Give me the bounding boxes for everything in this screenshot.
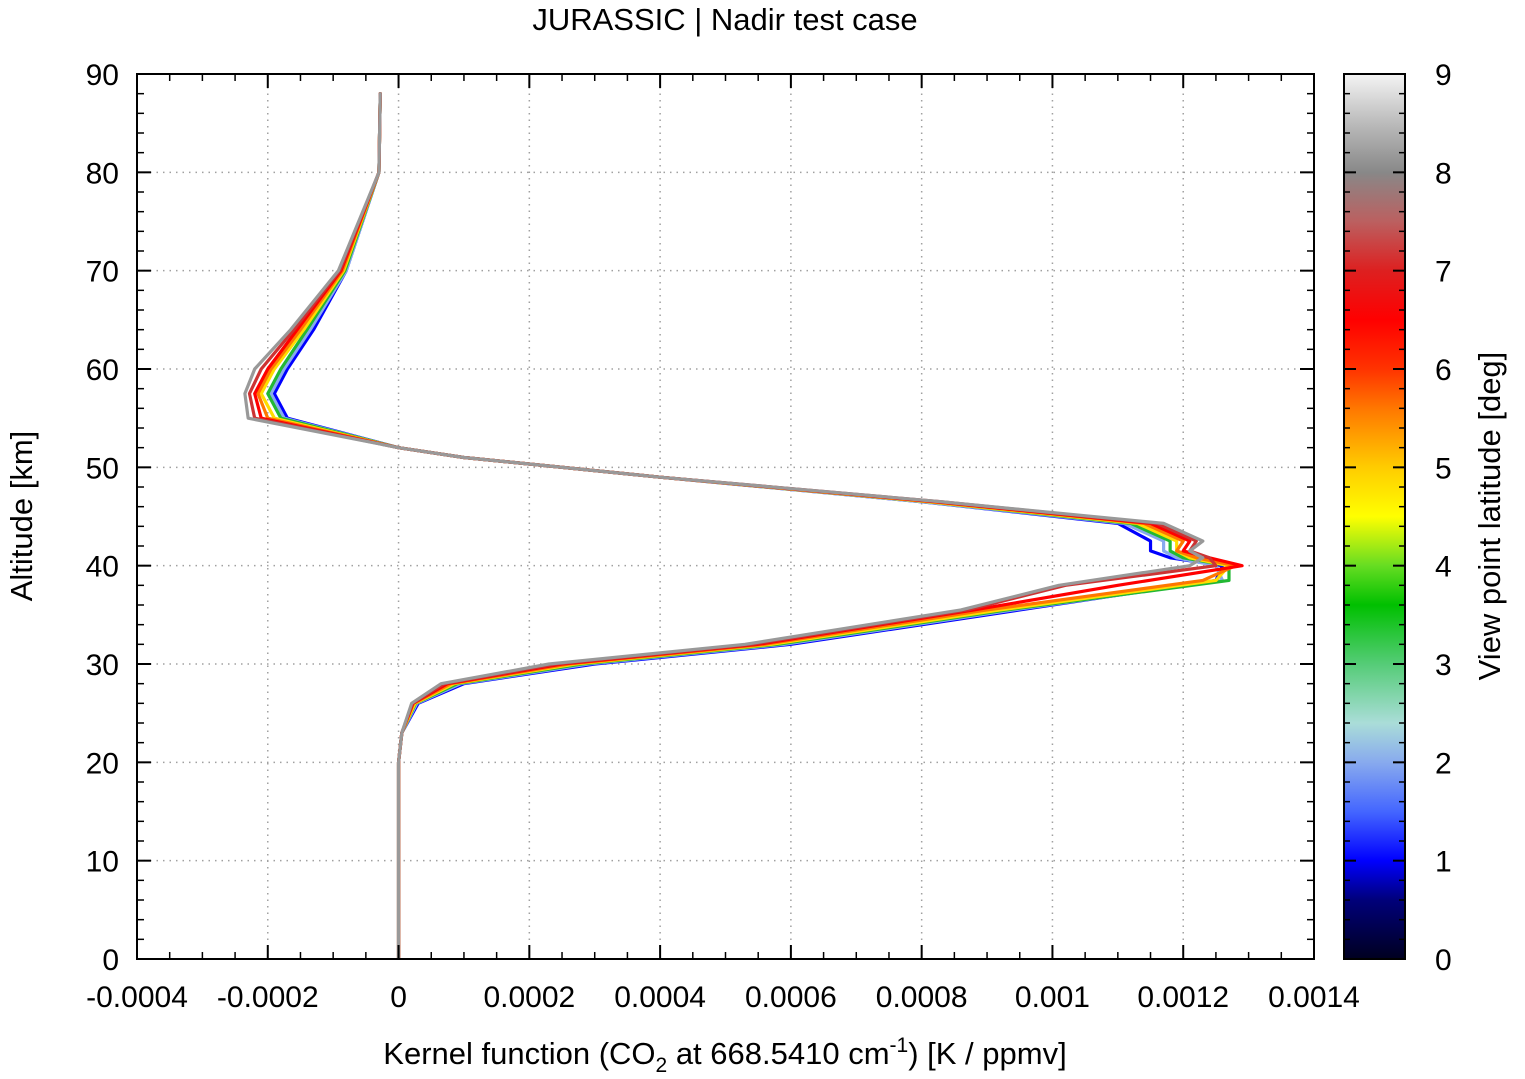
x-tick-label: 0 — [390, 981, 407, 1014]
colorbar-tick-label: 2 — [1435, 747, 1452, 780]
x-axis-label-superscript: -1 — [890, 1034, 909, 1057]
x-tick-label: -0.0004 — [86, 981, 188, 1014]
colorbar-ticks — [1344, 73, 1405, 960]
x-tick-label: -0.0002 — [217, 981, 319, 1014]
plot-frame — [136, 73, 1315, 960]
x-tick-label: 0.0004 — [614, 981, 706, 1014]
x-tick-label: 0.001 — [1015, 981, 1090, 1014]
colorbar-tick-labels: 0 1 2 3 4 5 6 7 8 9 — [1435, 59, 1452, 977]
colorbar-tick-label: 1 — [1435, 846, 1452, 879]
x-axis-label-suffix: ) [K / ppmv] — [908, 1036, 1066, 1071]
series-line — [243, 92, 1205, 959]
y-tick-label: 0 — [102, 944, 119, 977]
colorbar-tick-label: 3 — [1435, 649, 1452, 682]
y-tick-label: 20 — [86, 747, 119, 780]
x-axis-label-middle: at 668.5410 cm — [667, 1036, 889, 1071]
colorbar-label: View point latitude [deg] — [1472, 352, 1507, 681]
x-tick-label: 0.0002 — [483, 981, 575, 1014]
grid-lines — [137, 74, 1314, 959]
x-axis-label: Kernel function (CO2 at 668.5410 cm-1) [… — [383, 1034, 1066, 1077]
y-tick-label: 40 — [86, 551, 119, 584]
y-tick-label: 70 — [86, 256, 119, 289]
y-tick-label: 90 — [86, 59, 119, 92]
series-line — [256, 92, 1238, 959]
x-axis-label-prefix: Kernel function (CO — [383, 1036, 655, 1071]
series-line — [247, 92, 1218, 959]
x-tick-label: 0.0008 — [876, 981, 968, 1014]
x-tick-label: 0.0012 — [1137, 981, 1229, 1014]
series-layer — [243, 92, 1244, 959]
y-tick-labels: 0 10 20 30 40 50 60 70 80 90 — [86, 59, 119, 977]
x-tick-label: 0.0014 — [1268, 981, 1360, 1014]
series-line — [272, 92, 1225, 959]
y-tick-label: 80 — [86, 157, 119, 190]
y-tick-label: 50 — [86, 452, 119, 485]
colorbar-tick-label: 8 — [1435, 157, 1452, 190]
x-tick-labels: -0.0004 -0.0002 0 0.0002 0.0004 0.0006 0.0008 0… — [86, 981, 1360, 1014]
series-line — [266, 92, 1231, 959]
x-tick-label: 0.0006 — [745, 981, 837, 1014]
colorbar-tick-label: 6 — [1435, 354, 1452, 387]
colorbar-tick-label: 5 — [1435, 452, 1452, 485]
x-axis-label-subscript: 2 — [656, 1054, 668, 1077]
axis-ticks — [136, 73, 1315, 960]
series-line — [259, 92, 1231, 959]
colorbar-tick-label: 0 — [1435, 944, 1452, 977]
series-line — [253, 92, 1244, 959]
colorbar-tick-label: 7 — [1435, 256, 1452, 289]
colorbar-tick-label: 4 — [1435, 551, 1452, 584]
colorbar — [1343, 73, 1406, 960]
y-tick-label: 60 — [86, 354, 119, 387]
colorbar-tick-label: 9 — [1435, 59, 1452, 92]
y-tick-label: 10 — [86, 846, 119, 879]
y-tick-label: 30 — [86, 649, 119, 682]
series-line — [269, 92, 1225, 959]
y-axis-label: Altitude [km] — [4, 431, 39, 602]
chart-title: JURASSIC | Nadir test case — [532, 2, 917, 37]
